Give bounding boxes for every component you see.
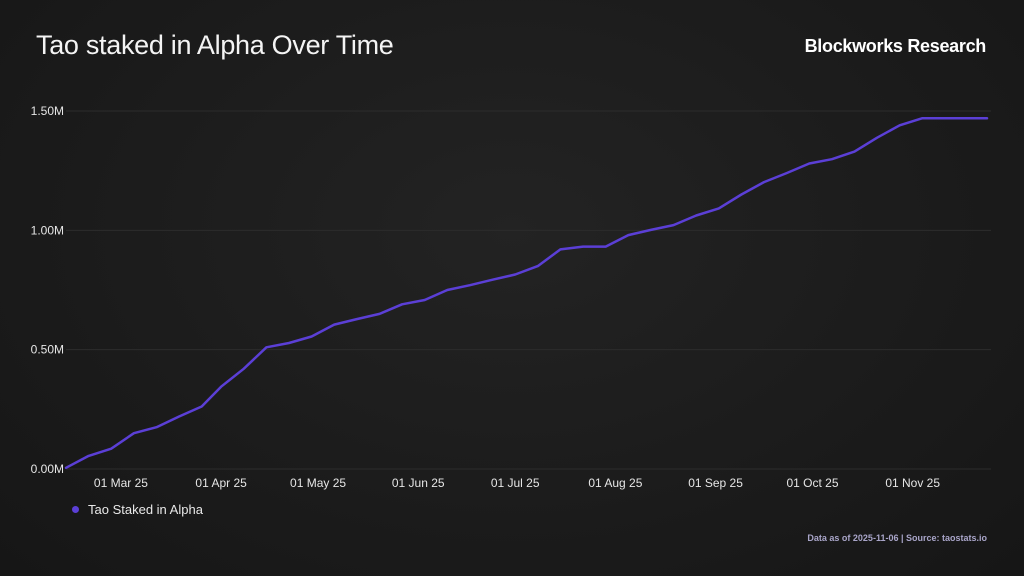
x-tick-label: 01 Nov 25 <box>885 476 940 490</box>
y-axis-ticks: 0.00M 0.50M 1.00M 1.50M <box>31 104 64 476</box>
x-tick-label: 01 Apr 25 <box>195 476 247 490</box>
legend-label: Tao Staked in Alpha <box>88 502 203 517</box>
source-footnote: Data as of 2025-11-06 | Source: taostats… <box>807 533 987 543</box>
x-tick-label: 01 Oct 25 <box>786 476 838 490</box>
x-tick-label: 01 Sep 25 <box>688 476 743 490</box>
series-layer <box>64 116 989 470</box>
grid-lines <box>66 110 991 470</box>
x-tick-label: 01 Aug 25 <box>588 476 642 490</box>
y-tick-label: 1.00M <box>31 223 64 237</box>
x-axis-ticks: 01 Mar 25 01 Apr 25 01 May 25 01 Jun 25 01 J… <box>94 476 940 490</box>
y-tick-label: 0.00M <box>31 462 64 476</box>
chart-title: Tao staked in Alpha Over Time <box>36 30 394 60</box>
legend-marker-dot <box>72 506 79 513</box>
x-tick-label: 01 Jun 25 <box>392 476 445 490</box>
brand-logo-text: Blockworks Research <box>804 36 987 56</box>
x-tick-label: 01 Jul 25 <box>491 476 540 490</box>
y-tick-label: 0.50M <box>31 343 64 357</box>
legend: Tao Staked in Alpha <box>72 502 203 517</box>
x-tick-label: 01 Mar 25 <box>94 476 148 490</box>
series-line-tao-staked <box>64 116 989 470</box>
y-tick-label: 1.50M <box>31 104 64 118</box>
x-tick-label: 01 May 25 <box>290 476 346 490</box>
